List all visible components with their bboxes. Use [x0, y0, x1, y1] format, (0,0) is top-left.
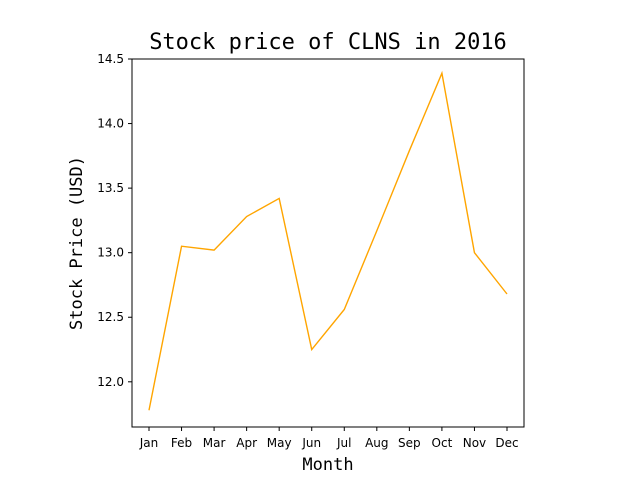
- x-tick-label-jul: Jul: [336, 436, 351, 450]
- y-tick-label-14.0: 14.0: [97, 117, 124, 131]
- x-tick-label-aug: Aug: [365, 436, 388, 450]
- x-tick-label-feb: Feb: [171, 436, 192, 450]
- x-tick-label-nov: Nov: [463, 436, 486, 450]
- y-axis-label: Stock Price (USD): [67, 156, 87, 330]
- y-tick-label-12.5: 12.5: [97, 310, 124, 324]
- x-tick-label-oct: Oct: [432, 436, 453, 450]
- y-tick-label-13.5: 13.5: [97, 181, 124, 195]
- x-axis-label: Month: [302, 455, 353, 475]
- x-tick-label-apr: Apr: [236, 436, 257, 450]
- x-tick-label-mar: Mar: [203, 436, 226, 450]
- x-tick-label-sep: Sep: [398, 436, 421, 450]
- x-tick-label-jan: Jan: [139, 436, 159, 450]
- plot-area: Jan Feb Mar Apr May Jun Jul Aug Sep Oct Nov Dec 12.0…: [97, 52, 525, 450]
- x-tick-label-dec: Dec: [495, 436, 518, 450]
- y-tick-label-12.0: 12.0: [97, 375, 124, 389]
- chart-title: Stock price of CLNS in 2016: [149, 30, 507, 55]
- series-line-0: [148, 70, 508, 411]
- x-tick-label-may: May: [267, 436, 292, 450]
- y-tick-label-13.0: 13.0: [97, 246, 124, 260]
- axes-frame: [131, 58, 525, 428]
- x-tick-label-jun: Jun: [301, 436, 321, 450]
- y-tick-label-14.5: 14.5: [97, 52, 124, 66]
